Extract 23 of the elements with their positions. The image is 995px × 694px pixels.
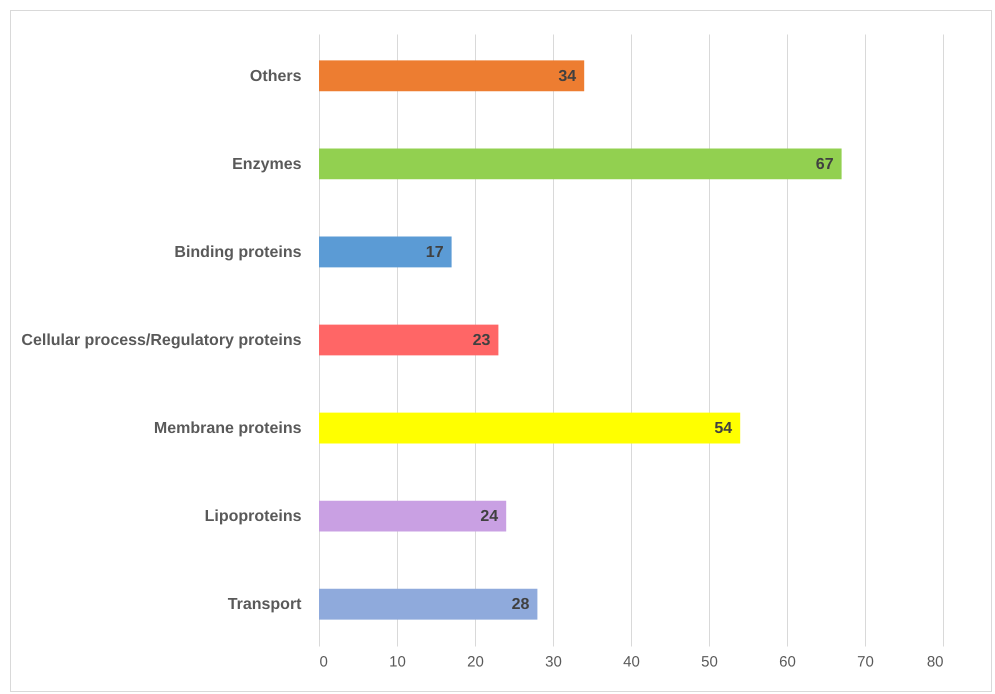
data-label: 54 <box>714 420 732 438</box>
data-label: 67 <box>816 156 834 173</box>
y-tick-label: Others <box>250 68 302 85</box>
x-tick-label: 0 <box>320 654 328 670</box>
data-label: 23 <box>472 332 490 349</box>
x-tick-label: 20 <box>467 654 484 670</box>
x-tick-label: 40 <box>623 654 640 670</box>
x-tick-label: 70 <box>857 654 874 670</box>
x-tick-label: 10 <box>389 654 406 670</box>
x-tick-label: 80 <box>926 654 944 670</box>
x-tick-label: 30 <box>545 654 562 670</box>
data-label: 34 <box>558 68 576 85</box>
y-tick-label: Cellular process/Regulatory proteins <box>21 332 302 349</box>
data-label: 24 <box>480 508 498 526</box>
x-tick-label: 60 <box>779 654 796 670</box>
y-tick-label: Lipoproteins <box>204 508 302 526</box>
y-tick-label: Transport <box>228 596 302 614</box>
y-tick-label: Membrane proteins <box>154 420 302 438</box>
y-tick-label: Enzymes <box>232 156 302 173</box>
data-label: 28 <box>512 596 530 614</box>
data-label: 17 <box>426 244 444 261</box>
y-tick-label: Binding proteins <box>174 244 302 261</box>
x-tick-label: 50 <box>701 654 718 670</box>
